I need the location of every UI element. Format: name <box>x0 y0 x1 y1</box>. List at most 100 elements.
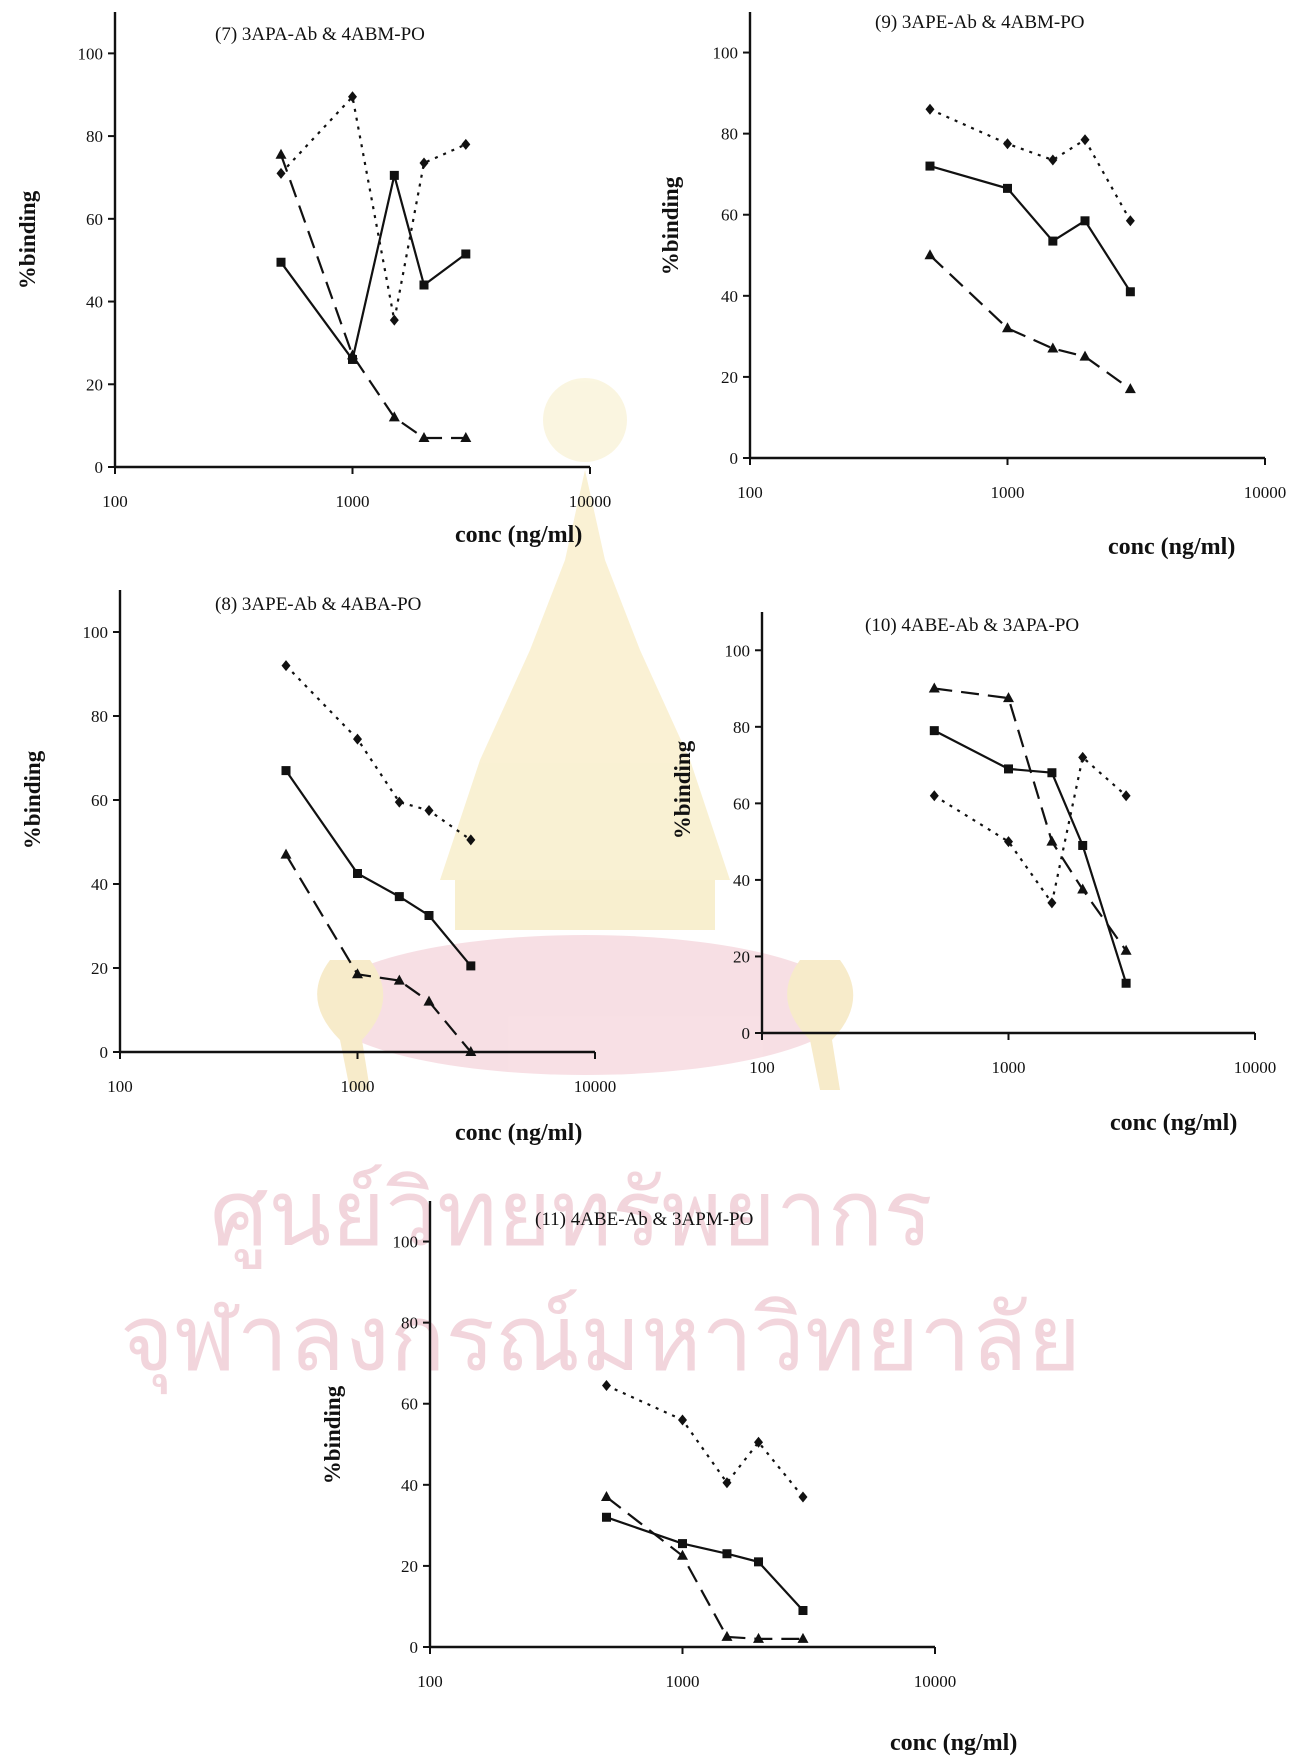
series-line <box>285 664 472 841</box>
watermark-text-line1: ศูนย์วิทยทรัพยากร <box>210 1160 933 1269</box>
data-point-diamond <box>754 1436 764 1448</box>
data-point-square <box>722 1549 732 1559</box>
data-point-triangle <box>928 682 940 693</box>
data-point-diamond <box>722 1477 732 1489</box>
data-point-triangle <box>465 1046 477 1056</box>
data-point-square <box>1047 768 1057 778</box>
chart-1: 0 20 40 60 80 100 100 1000 10000 (7) 3APA-Ab & 4A… <box>15 12 611 548</box>
data-point-square <box>754 1557 764 1567</box>
data-point-diamond <box>929 790 939 802</box>
y-tick-label: 60 <box>721 206 738 225</box>
data-point-triangle <box>753 1632 765 1643</box>
y-axis-label: %binding <box>20 750 45 849</box>
data-point-diamond <box>1078 751 1088 763</box>
data-point-diamond <box>1047 897 1057 909</box>
data-point-square <box>1125 287 1135 297</box>
data-point-square <box>1003 183 1012 193</box>
x-axis-label: conc (ng/ml) <box>1110 1110 1237 1136</box>
data-point-square <box>389 170 399 180</box>
series-triangle <box>600 1490 809 1643</box>
data-point-square <box>678 1539 687 1549</box>
data-point-triangle <box>352 968 363 979</box>
x-tick-label: 10000 <box>914 1672 957 1691</box>
data-point-triangle <box>677 1549 688 1560</box>
series-square <box>601 1512 808 1616</box>
data-point-diamond <box>1003 138 1012 150</box>
data-point-triangle <box>797 1632 809 1643</box>
y-tick-label: 0 <box>410 1638 419 1657</box>
y-tick-label: 40 <box>733 871 750 890</box>
data-point-triangle <box>924 249 936 260</box>
y-tick-label: 80 <box>733 718 750 737</box>
series-line <box>606 1384 804 1498</box>
series-line <box>280 175 467 363</box>
y-tick-label: 40 <box>721 287 738 306</box>
data-point-triangle <box>347 349 358 360</box>
y-tick-label: 0 <box>742 1024 751 1043</box>
series-square <box>929 726 1131 988</box>
data-point-square <box>929 726 939 736</box>
watermark: ศูนย์วิทยทรัพยากร จุฬาลงกรณ์มหาวิทยาลัย <box>120 378 1081 1395</box>
y-axis-label: %binding <box>15 190 40 289</box>
data-point-square <box>925 161 935 171</box>
data-point-triangle <box>1003 692 1014 703</box>
series-triangle <box>924 249 1136 394</box>
data-point-triangle <box>1124 383 1136 394</box>
y-tick-label: 80 <box>721 125 738 144</box>
series-line <box>933 755 1127 906</box>
y-tick-label: 40 <box>401 1476 418 1495</box>
series-square <box>276 170 471 364</box>
y-axis-label: %binding <box>320 1385 345 1484</box>
y-tick-label: 0 <box>100 1043 109 1062</box>
series-line <box>280 94 467 321</box>
series-diamond <box>281 660 476 846</box>
data-point-triangle <box>418 432 430 443</box>
data-point-diamond <box>389 314 399 326</box>
chart-5: 0 20 40 60 80 100 100 1000 10000 (11) 4ABE-Ab & 3… <box>320 1201 1017 1756</box>
data-point-diamond <box>1048 154 1058 166</box>
y-tick-label: 20 <box>401 1557 418 1576</box>
y-axis-label: %binding <box>658 176 683 275</box>
x-axis-label: conc (ng/ml) <box>890 1730 1017 1756</box>
y-tick-label: 80 <box>401 1314 418 1333</box>
series-triangle <box>275 148 472 443</box>
series-diamond <box>925 103 1135 227</box>
data-point-diamond <box>1004 836 1013 848</box>
data-point-triangle <box>1077 883 1089 894</box>
y-tick-label: 60 <box>91 791 108 810</box>
data-point-diamond <box>601 1379 611 1391</box>
data-point-square <box>466 961 476 971</box>
y-tick-label: 80 <box>86 127 103 146</box>
data-point-diamond <box>1121 790 1131 802</box>
data-point-triangle <box>460 432 472 443</box>
chart-4: 0 20 40 60 80 100 100 1000 10000 (10) 4ABE-Ab & 3… <box>670 612 1276 1136</box>
data-point-square <box>1080 216 1090 226</box>
x-tick-label: 10000 <box>1234 1058 1277 1077</box>
data-point-triangle <box>721 1630 733 1641</box>
data-point-diamond <box>424 805 434 816</box>
data-point-diamond <box>348 91 357 103</box>
y-tick-label: 40 <box>86 293 103 312</box>
data-point-square <box>1048 236 1058 246</box>
series-line <box>285 854 472 1053</box>
data-point-diamond <box>276 167 286 179</box>
series-square <box>281 766 476 971</box>
data-point-square <box>601 1512 611 1522</box>
y-tick-label: 0 <box>730 449 739 468</box>
data-point-diamond <box>798 1491 808 1503</box>
series-line <box>605 1496 803 1641</box>
x-tick-label: 100 <box>749 1058 775 1077</box>
data-point-square <box>1121 978 1131 988</box>
y-tick-label: 80 <box>91 707 108 726</box>
data-point-diamond <box>461 138 471 150</box>
y-tick-label: 100 <box>393 1233 419 1252</box>
chart-title: (8) 3APE-Ab & 4ABA-PO <box>215 594 421 615</box>
data-point-square <box>1004 764 1013 774</box>
x-tick-label: 1000 <box>992 1058 1026 1077</box>
x-tick-label: 100 <box>107 1077 133 1096</box>
x-tick-label: 10000 <box>574 1077 617 1096</box>
data-point-diamond <box>353 733 362 745</box>
data-point-diamond <box>394 796 404 808</box>
y-tick-label: 100 <box>713 44 739 63</box>
data-point-triangle <box>388 411 400 422</box>
